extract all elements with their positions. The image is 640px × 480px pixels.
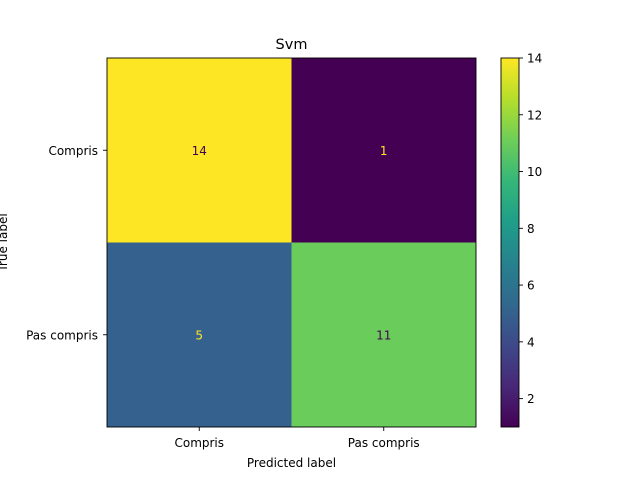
confusion-matrix [107, 58, 476, 427]
cell-label-r0-c1: 1 [380, 144, 388, 158]
matrix-cell-r0-c0 [107, 58, 292, 243]
matrix-cell-r1-c1 [291, 242, 476, 427]
plot-frame [106, 57, 477, 428]
chart-title: Svm [276, 37, 308, 53]
matrix-cell-r1-c0 [107, 242, 292, 427]
y-axis-label: True label [0, 213, 10, 272]
colorbar-tick-label: 2 [527, 392, 535, 406]
cell-label-r0-c0: 14 [192, 144, 207, 158]
x-axis-label: Predicted label [247, 456, 336, 470]
colorbar-frame [500, 57, 520, 428]
y-tick-label: Compris [48, 144, 98, 158]
colorbar-ticks: 2 4 6 8 10 12 14 [519, 52, 542, 406]
colorbar-tick-label: 14 [527, 52, 542, 66]
x-tick-label: Pas compris [348, 436, 420, 450]
colorbar-tick-label: 6 [527, 279, 535, 293]
y-axis: Compris Pas compris [26, 144, 107, 342]
matrix-cell-r0-c1 [291, 58, 476, 243]
y-tick-label: Pas compris [26, 328, 98, 342]
x-axis: Compris Pas compris [174, 427, 420, 450]
cell-value-labels: 14 1 5 11 [192, 144, 392, 343]
cell-label-r1-c1: 11 [376, 328, 391, 342]
cell-label-r1-c0: 5 [195, 328, 203, 342]
colorbar-tick-label: 10 [527, 165, 542, 179]
colorbar-tick-label: 12 [527, 108, 542, 122]
x-tick-label: Compris [174, 436, 224, 450]
colorbar-fill [501, 58, 519, 427]
colorbar-tick-label: 4 [527, 335, 535, 349]
colorbar-tick-label: 8 [527, 222, 535, 236]
colorbar: 2 4 6 8 10 12 14 [500, 52, 542, 428]
